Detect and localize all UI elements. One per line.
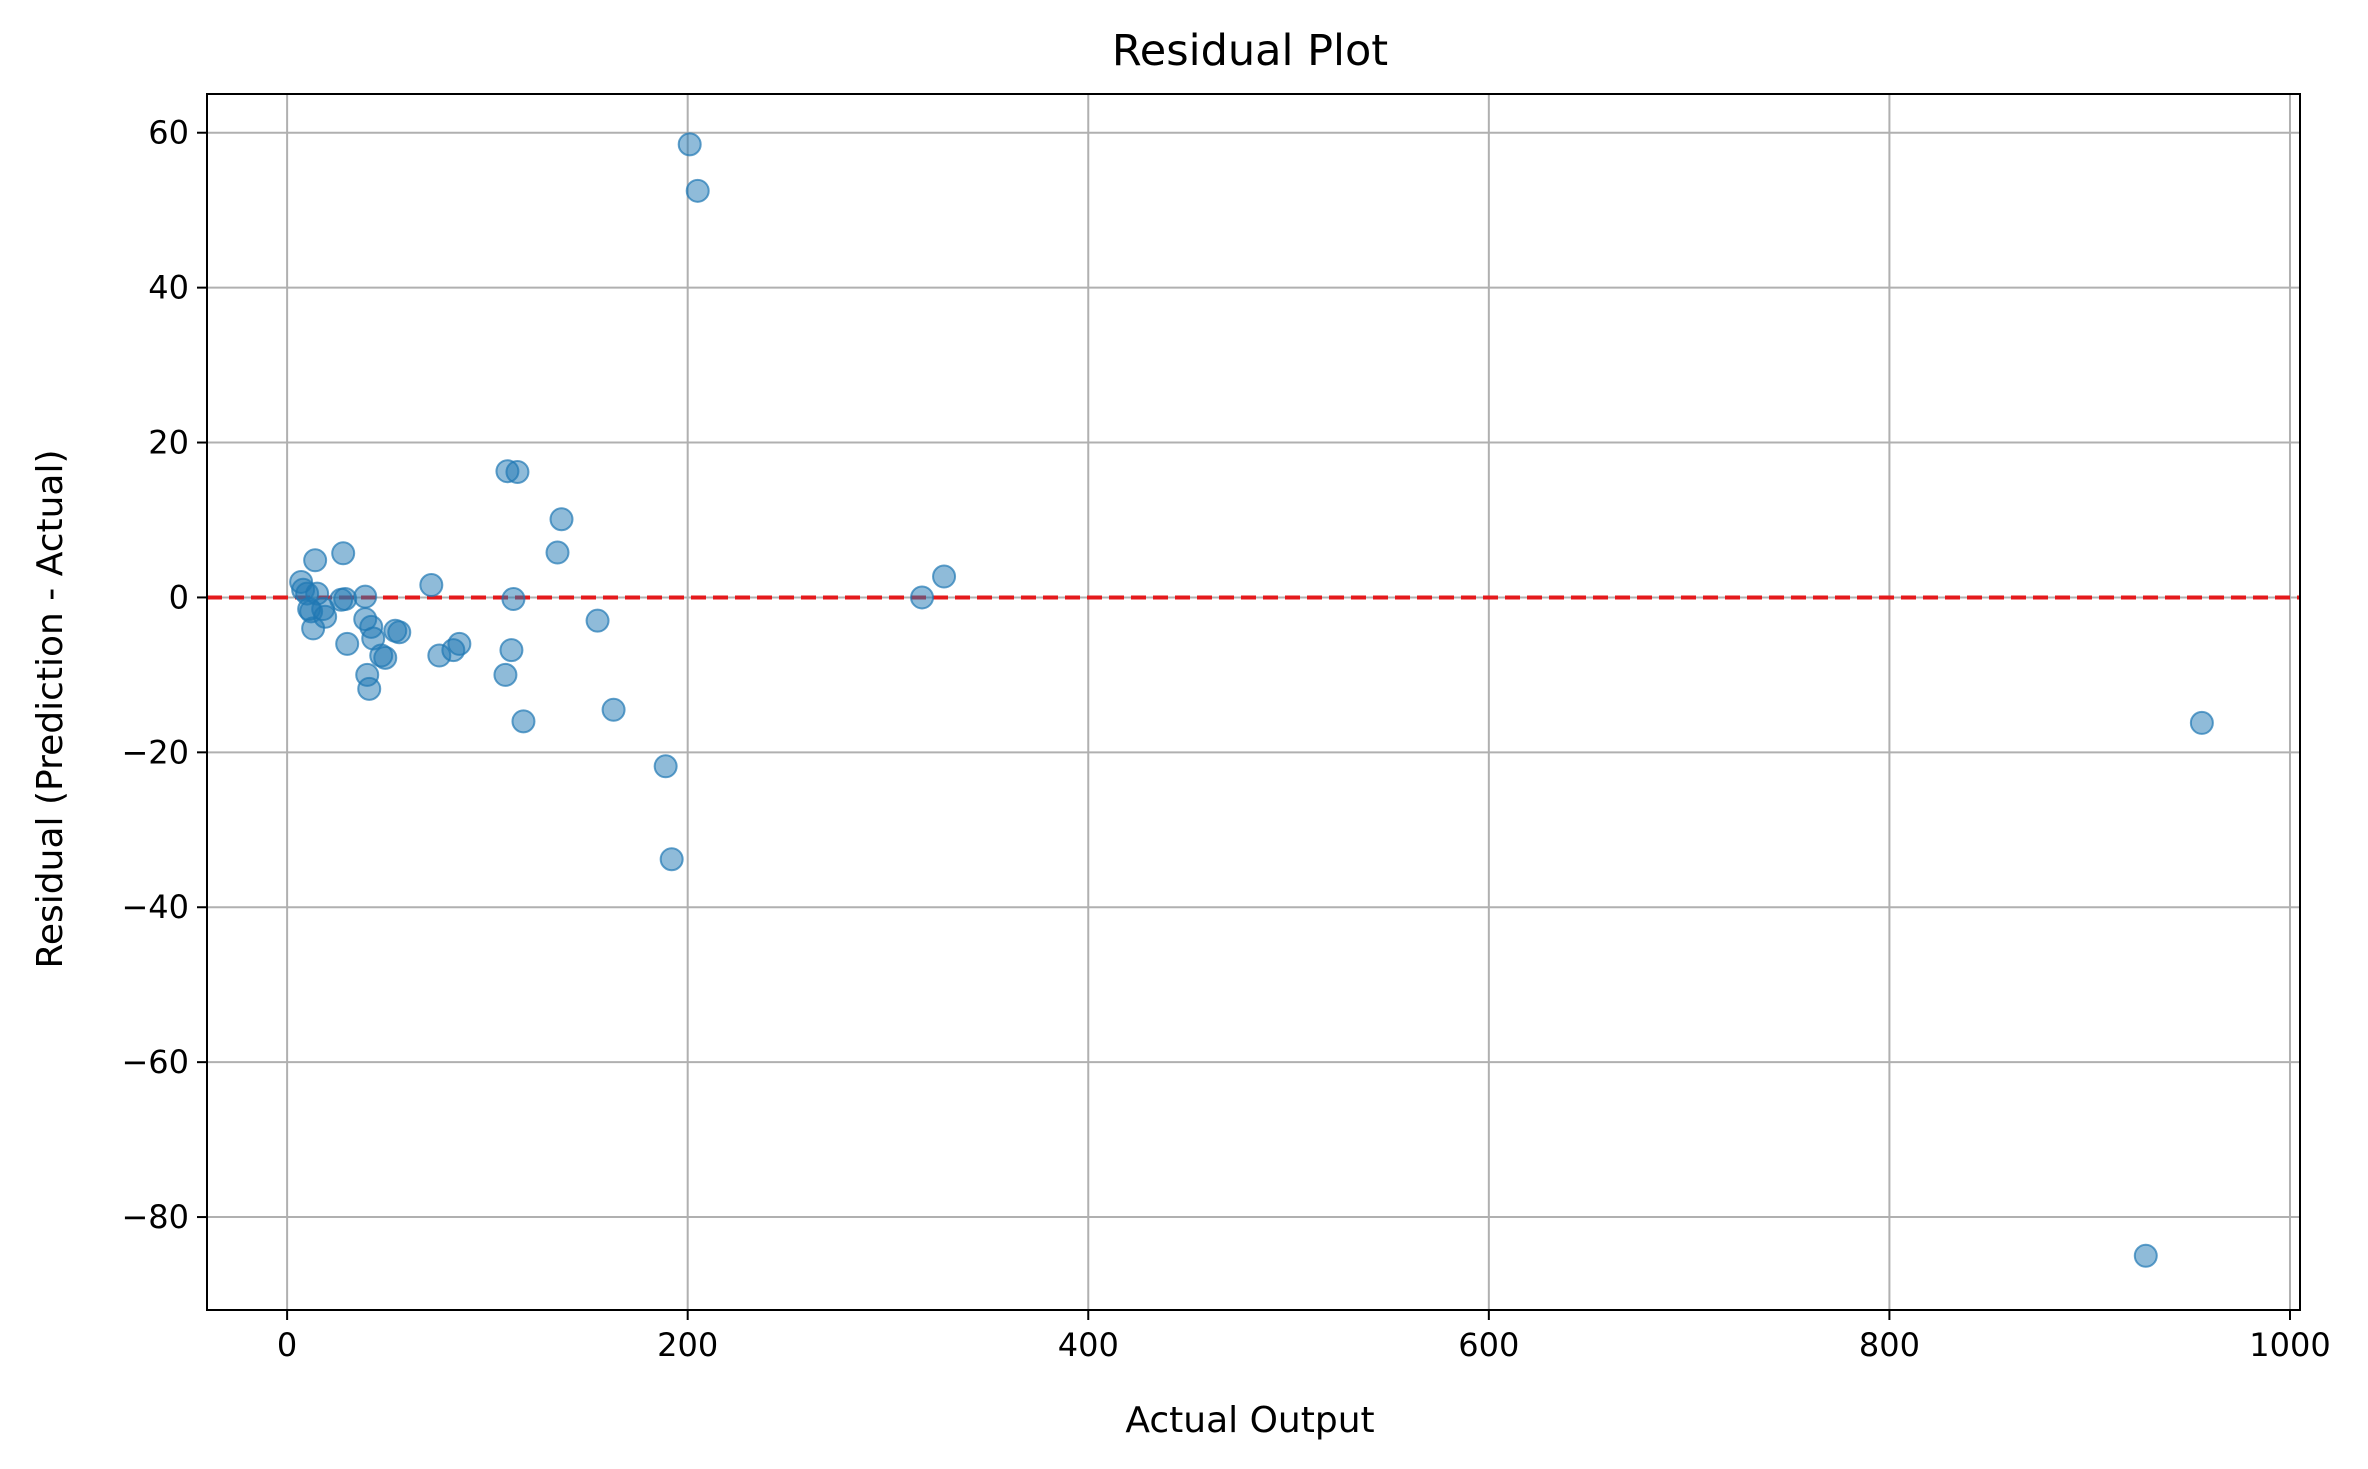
data-point	[653, 754, 678, 779]
data-point	[549, 507, 574, 532]
data-point	[685, 178, 710, 203]
data-point	[303, 548, 328, 573]
y-tick-label: 0	[169, 578, 189, 616]
data-point	[932, 564, 957, 589]
data-point	[659, 847, 684, 872]
y-tick-label: −80	[121, 1198, 189, 1236]
data-point	[677, 132, 702, 157]
data-point	[601, 697, 626, 722]
y-tick-label: −20	[121, 733, 189, 771]
chart-title: Residual Plot	[1112, 26, 1388, 76]
data-point	[2133, 1243, 2158, 1268]
data-point	[357, 676, 382, 701]
x-axis-label: Actual Output	[1125, 1400, 1374, 1441]
data-point	[910, 585, 935, 610]
x-tick-label: 600	[1458, 1326, 1519, 1364]
plot-frame	[206, 93, 2301, 1311]
data-point	[585, 608, 610, 633]
data-point	[505, 459, 530, 484]
data-point	[313, 604, 338, 629]
y-tick-label: 60	[148, 114, 189, 152]
data-point	[331, 541, 356, 566]
data-point	[447, 631, 472, 656]
y-tick-label: −40	[121, 888, 189, 926]
data-point	[335, 631, 360, 656]
data-point	[545, 540, 570, 565]
y-tick-label: 40	[148, 269, 189, 307]
data-point	[373, 645, 398, 670]
data-point	[419, 573, 444, 598]
data-point	[2189, 710, 2214, 735]
data-point	[511, 709, 536, 734]
x-tick-label: 0	[277, 1326, 297, 1364]
data-point	[333, 586, 358, 611]
data-point	[353, 584, 378, 609]
data-points	[289, 132, 2214, 1268]
data-point	[387, 620, 412, 645]
y-axis-label: Residual (Prediction - Actual)	[30, 449, 71, 968]
y-axis-ticks: 60 40 20 0 −20 −40 −60 −80	[121, 114, 207, 1236]
y-tick-label: −60	[121, 1043, 189, 1081]
x-tick-label: 400	[1058, 1326, 1119, 1364]
x-axis-ticks: 0 200 400 600 800 1000	[277, 1310, 2331, 1364]
data-point	[501, 586, 526, 611]
data-point	[499, 638, 524, 663]
y-tick-label: 20	[148, 424, 189, 462]
x-tick-label: 200	[657, 1326, 718, 1364]
data-point	[493, 662, 518, 687]
x-tick-label: 1000	[2249, 1326, 2330, 1364]
x-tick-label: 800	[1859, 1326, 1920, 1364]
